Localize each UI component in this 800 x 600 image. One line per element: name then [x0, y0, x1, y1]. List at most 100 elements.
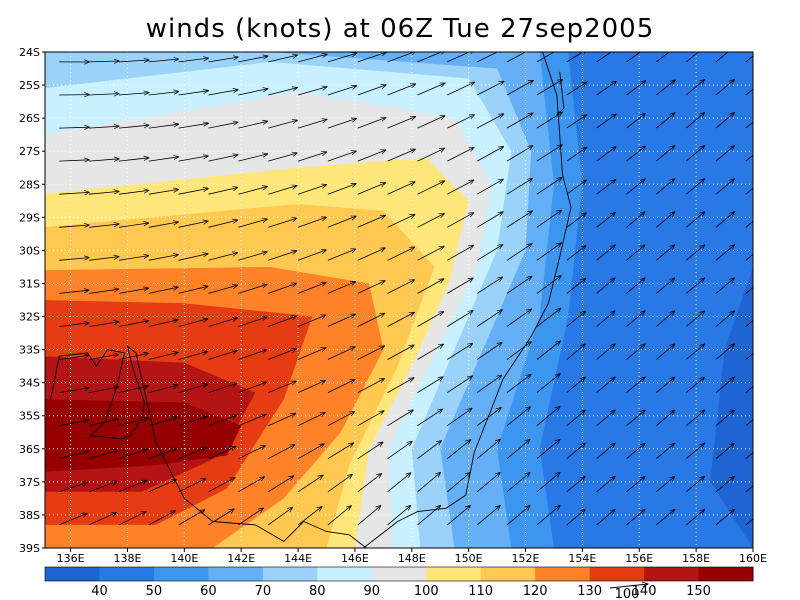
wind-arrow	[238, 219, 267, 228]
wind-arrow	[506, 473, 530, 493]
wind-arrow	[656, 80, 675, 96]
tick-label-lat: 27S	[19, 145, 40, 158]
tick-label-lon: 156E	[625, 552, 653, 565]
wind-arrow	[477, 52, 504, 63]
wind-arrow	[59, 290, 89, 294]
wind-arrow	[447, 376, 472, 393]
wind-arrow	[477, 147, 503, 162]
wind-arrow	[447, 115, 474, 129]
wind-arrow	[148, 320, 178, 327]
wind-arrow	[476, 343, 502, 360]
wind-arrow	[536, 52, 555, 63]
wind-arrow	[148, 287, 178, 294]
wind-arrow	[387, 410, 414, 427]
wind-arrow	[656, 443, 674, 460]
wind-arrow	[387, 441, 413, 460]
wind-arrow	[506, 276, 532, 294]
wind-arrow	[715, 278, 734, 294]
wind-arrow	[59, 225, 89, 227]
wind-arrow	[268, 153, 297, 162]
wind-arrow	[387, 378, 414, 393]
wind-arrow	[536, 210, 562, 228]
wind-arrow	[745, 286, 753, 294]
wind-arrow	[536, 439, 560, 460]
wind-arrow	[89, 61, 119, 62]
wind-arrow	[596, 410, 615, 427]
wind-arrow	[685, 410, 704, 427]
wind-arrow	[327, 380, 355, 393]
wind-arrow	[178, 254, 208, 261]
wind-arrow	[178, 510, 205, 526]
wind-arrow	[208, 155, 238, 162]
wind-arrow	[626, 443, 645, 460]
reference-vector: 100	[609, 584, 648, 600]
wind-arrow	[178, 286, 208, 294]
wind-arrow	[506, 178, 533, 195]
wind-arrow	[506, 407, 530, 427]
wind-arrow	[745, 121, 753, 129]
wind-arrow	[268, 316, 296, 327]
wind-arrow	[268, 414, 295, 427]
wind-arrow	[148, 222, 179, 228]
wind-arrow	[447, 343, 472, 360]
wind-arrow	[118, 512, 146, 526]
wind-arrow	[745, 154, 753, 162]
colorbar-swatch	[317, 567, 373, 581]
wind-arrow	[327, 151, 356, 162]
wind-arrow	[685, 311, 704, 327]
wind-arrow	[88, 513, 116, 526]
wind-arrow	[536, 112, 563, 129]
tick-label-lat: 31S	[19, 277, 40, 290]
wind-arrow	[357, 183, 386, 195]
wind-arrow	[208, 285, 238, 294]
wind-arrow	[268, 55, 297, 63]
wind-arrow	[715, 113, 734, 129]
colorbar-swatch	[535, 567, 591, 581]
wind-arrow	[208, 90, 239, 96]
longitude-ticks: 136E 138E 140E 142E 144E 146E 148E 150E 152E 154E…	[57, 548, 767, 565]
wind-arrow	[417, 214, 445, 228]
wind-arrow	[745, 187, 753, 195]
wind-arrow	[59, 127, 89, 128]
wind-arrow	[596, 344, 615, 360]
wind-arrow	[626, 245, 645, 261]
wind-arrow	[566, 148, 587, 162]
wind-arrow	[357, 85, 386, 96]
wind-arrow	[297, 348, 326, 360]
wind-arrow	[566, 246, 586, 261]
tick-label-lat: 38S	[19, 509, 40, 522]
wind-arrow	[715, 443, 734, 460]
wind-arrow	[89, 224, 119, 228]
wind-arrow	[685, 80, 704, 96]
wind-arrow	[596, 476, 615, 493]
wind-arrow	[178, 447, 207, 460]
colorbar-label: 150	[686, 584, 711, 599]
wind-arrow	[327, 86, 357, 96]
wind-arrow	[506, 211, 532, 228]
wind-arrow	[536, 178, 562, 195]
wind-vectors	[59, 52, 753, 526]
wind-arrow	[715, 377, 734, 393]
wind-arrow	[685, 245, 704, 261]
wind-arrow	[238, 89, 267, 96]
colorbar-label: 130	[577, 584, 602, 599]
wind-arrow	[715, 146, 734, 162]
tick-label-lon: 160E	[739, 552, 767, 565]
wind-arrow	[447, 52, 474, 63]
wind-arrow	[297, 475, 323, 493]
wind-arrow	[476, 375, 502, 393]
wind-arrow	[357, 411, 384, 427]
wind-arrow	[148, 92, 179, 96]
colorbar-label: 60	[200, 584, 217, 599]
colorbar-swatch	[208, 567, 264, 581]
wind-arrow	[297, 380, 325, 393]
colorbar-label: 100	[414, 584, 439, 599]
tick-label-lat: 36S	[19, 443, 40, 456]
wind-arrow	[626, 212, 645, 228]
wind-arrow	[506, 439, 530, 460]
wind-arrow	[118, 256, 149, 261]
wind-arrow	[118, 125, 149, 129]
reference-arrow	[609, 584, 648, 589]
tick-label-lon: 146E	[341, 552, 369, 565]
